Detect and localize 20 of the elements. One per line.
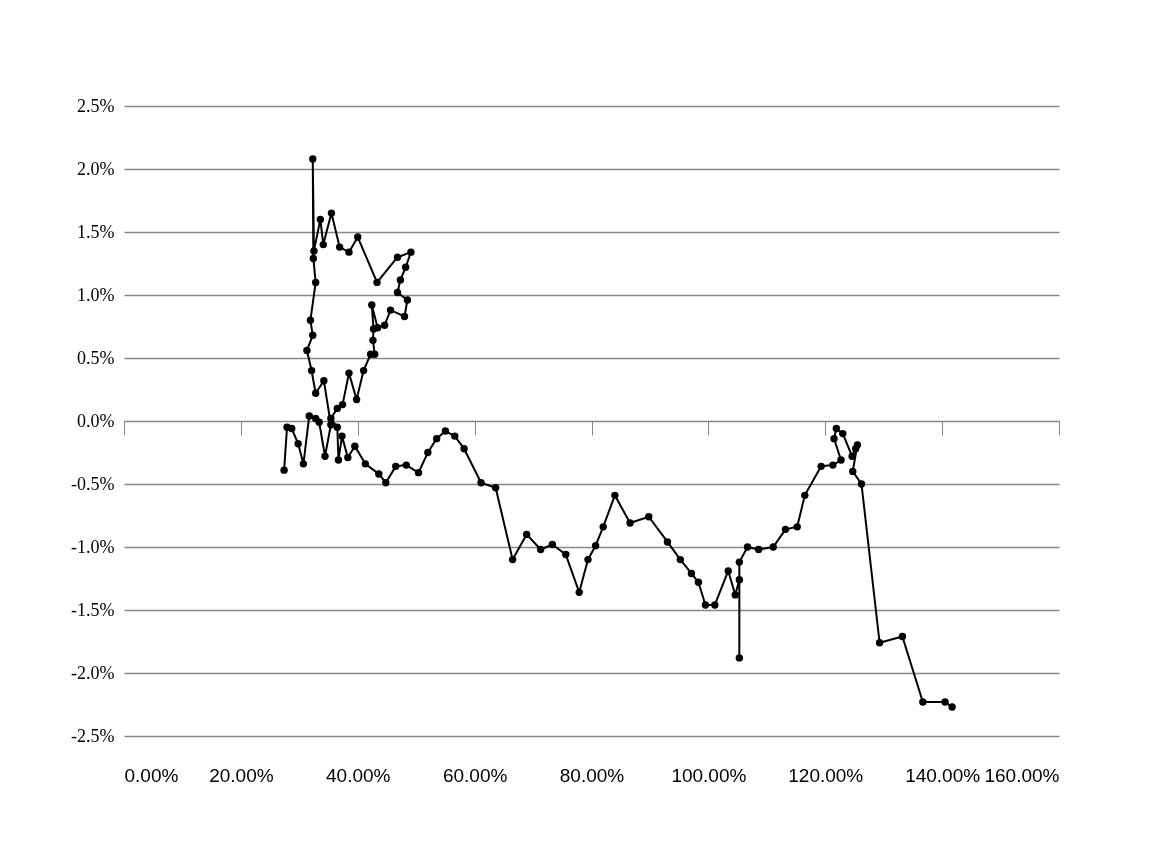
y-tick-label: -2.5% <box>71 725 115 746</box>
y-tick-label: -1.5% <box>71 599 115 620</box>
y-tick-label: -1.0% <box>71 536 115 557</box>
x-tick-label: 20.00% <box>209 764 274 786</box>
x-tick-label: 0.00% <box>124 764 179 786</box>
x-tick-label: 140.00% <box>905 764 981 786</box>
y-tick-label: -0.5% <box>71 473 115 494</box>
y-tick-label: 1.5% <box>77 221 115 242</box>
x-tick-label: 60.00% <box>442 764 508 786</box>
y-tick-label: -2.0% <box>71 662 115 683</box>
x-tick-label: 40.00% <box>326 764 391 786</box>
x-tick-label: 160.00% <box>984 764 1060 786</box>
x-tick-label: 80.00% <box>559 764 625 786</box>
y-tick-label: 2.0% <box>77 158 115 179</box>
y-tick-label: 0.0% <box>77 410 115 431</box>
y-tick-label: 0.5% <box>77 347 115 368</box>
x-tick-label: 100.00% <box>671 764 747 786</box>
y-tick-label: 1.0% <box>77 284 115 305</box>
y-tick-label: 2.5% <box>77 95 115 116</box>
x-tick-label: 120.00% <box>788 764 864 786</box>
